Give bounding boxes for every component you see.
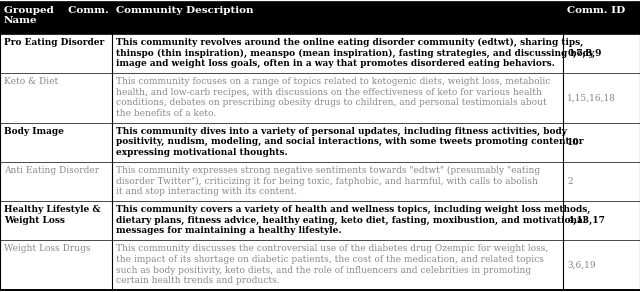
Text: This community revolves around the online eating disorder community (edtwt), sha: This community revolves around the onlin… <box>116 38 594 68</box>
Text: Pro Eating Disorder: Pro Eating Disorder <box>4 38 104 47</box>
Text: 0,7,8,9: 0,7,8,9 <box>567 49 602 58</box>
Text: This community expresses strong negative sentiments towards "edtwt" (presumably : This community expresses strong negative… <box>116 166 540 197</box>
Text: This community dives into a variety of personal updates, including fitness activ: This community dives into a variety of p… <box>116 126 584 157</box>
Text: 2: 2 <box>567 177 573 186</box>
Text: 10: 10 <box>567 138 580 147</box>
Text: Keto & Diet: Keto & Diet <box>4 77 58 86</box>
Text: Community Description: Community Description <box>116 6 253 15</box>
Text: Anti Eating Disorder: Anti Eating Disorder <box>4 166 99 175</box>
Text: 4,13,17: 4,13,17 <box>567 216 605 225</box>
Text: 3,6,19: 3,6,19 <box>567 261 596 270</box>
Text: Comm. ID: Comm. ID <box>567 6 625 15</box>
Text: Weight Loss Drugs: Weight Loss Drugs <box>4 244 90 253</box>
Text: This community covers a variety of health and wellness topics, including weight : This community covers a variety of healt… <box>116 205 590 235</box>
Text: 1,15,16,18: 1,15,16,18 <box>567 93 616 102</box>
Text: Grouped    Comm.
Name: Grouped Comm. Name <box>4 6 109 25</box>
Text: This community discusses the controversial use of the diabetes drug Ozempic for : This community discusses the controversi… <box>116 244 548 285</box>
Bar <box>0 2 640 34</box>
Text: This community focuses on a range of topics related to ketogenic diets, weight l: This community focuses on a range of top… <box>116 77 550 118</box>
Text: Body Image: Body Image <box>4 126 64 135</box>
Text: Healthy Lifestyle &
Weight Loss: Healthy Lifestyle & Weight Loss <box>4 205 100 225</box>
